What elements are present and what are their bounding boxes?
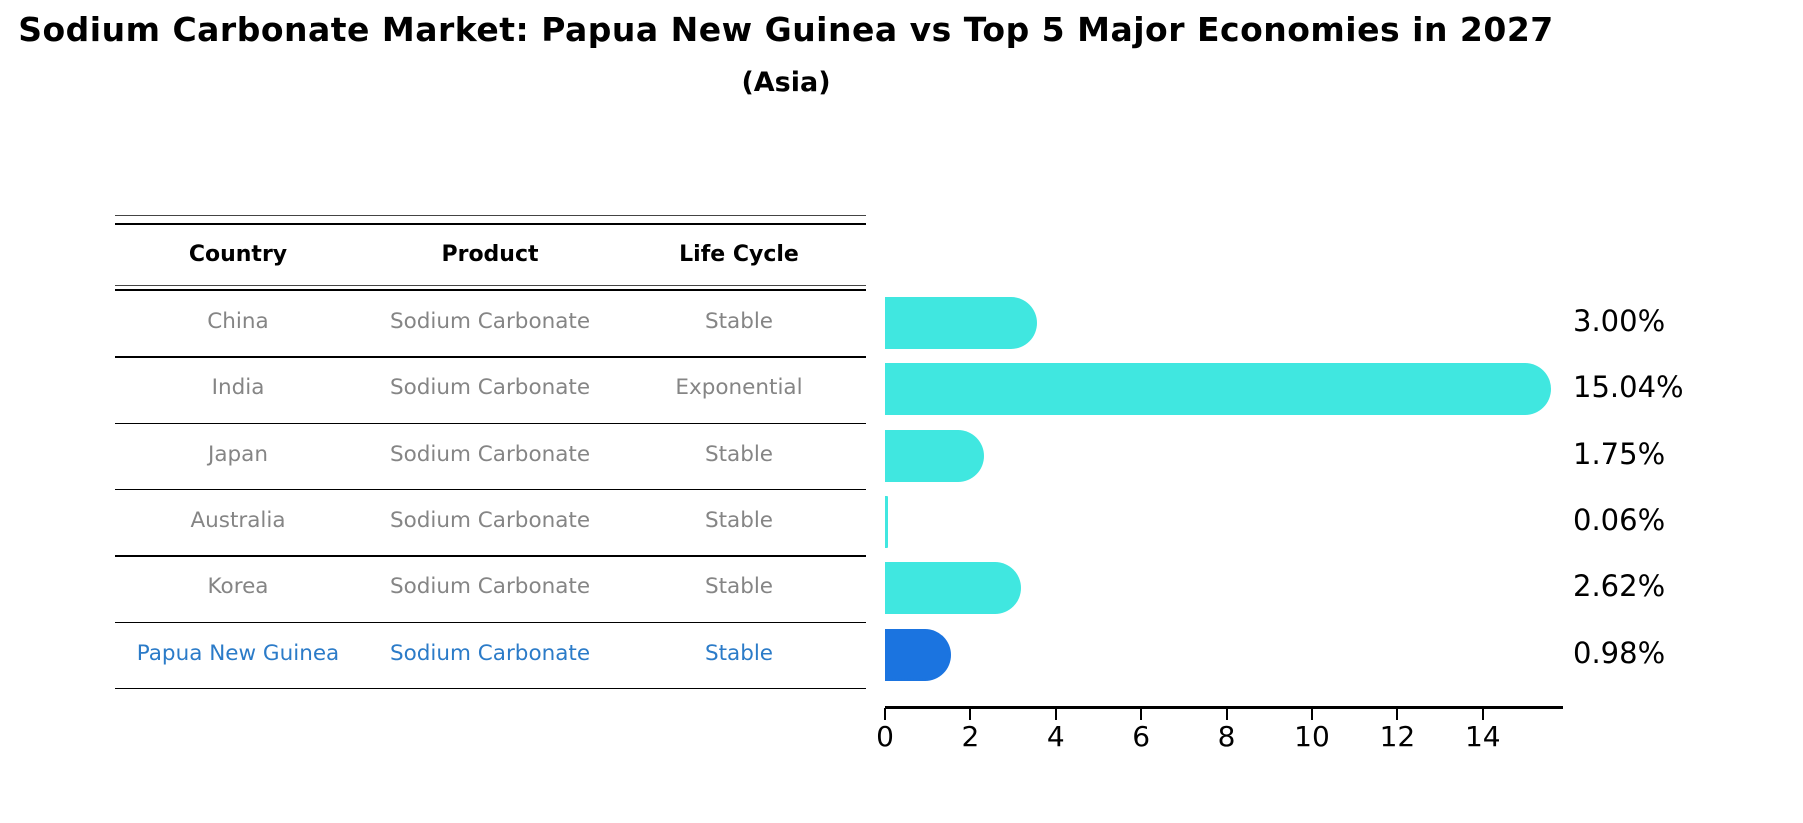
bar-value-label: 0.98%: [1573, 635, 1666, 670]
table-row-rule: [115, 687, 866, 690]
table-cell-life-cycle: Stable: [704, 508, 774, 534]
table-cell-product: Sodium Carbonate: [389, 309, 591, 335]
x-axis-tick-label: 12: [1379, 720, 1416, 753]
chart-subtitle: (Asia): [741, 67, 831, 98]
table-cell-life-cycle: Stable: [704, 640, 774, 666]
table-cell-country: Japan: [208, 441, 268, 467]
bar-papua-new-guinea: [885, 628, 951, 681]
table-cell-product: Sodium Carbonate: [389, 574, 591, 600]
x-axis-tick-label: 10: [1294, 720, 1330, 753]
bar-value-label: 3.00%: [1573, 304, 1666, 339]
chart-title: Sodium Carbonate Market: Papua New Guine…: [18, 10, 1554, 49]
table-top-rule: [115, 222, 866, 225]
table-row-rule: [115, 621, 866, 624]
x-axis-tick-label: 0: [876, 720, 894, 753]
bar-china: [885, 297, 1038, 350]
table-row-rule: [115, 488, 866, 491]
x-axis-tick: [1311, 708, 1313, 720]
x-axis-line: [885, 706, 1563, 709]
table-cell-product: Sodium Carbonate: [389, 508, 591, 534]
table-cell-life-cycle: Stable: [704, 441, 774, 467]
table-header-life-cycle: Life Cycle: [679, 242, 799, 267]
x-axis-tick: [1225, 708, 1228, 720]
bar-india: [885, 363, 1552, 416]
table-cell-product: Sodium Carbonate: [389, 375, 591, 401]
x-axis-tick-label: 6: [1132, 720, 1151, 753]
table-cell-country: India: [211, 375, 265, 401]
x-axis-tick: [1396, 708, 1399, 720]
table-cell-life-cycle: Stable: [704, 309, 774, 335]
table-cell-country: Papua New Guinea: [136, 640, 340, 666]
table-header-rule: [115, 288, 866, 291]
x-axis-tick-label: 8: [1217, 720, 1236, 753]
table-header-product: Product: [441, 242, 539, 267]
bar-value-label: 1.75%: [1573, 436, 1666, 471]
x-axis-tick: [1481, 708, 1484, 720]
x-axis-tick-label: 2: [961, 720, 980, 753]
table-row-rule: [115, 356, 866, 358]
table-cell-life-cycle: Exponential: [675, 375, 803, 401]
table-header-rule-thin: [115, 284, 866, 286]
table-cell-life-cycle: Stable: [704, 574, 774, 600]
table-cell-product: Sodium Carbonate: [389, 441, 591, 467]
bar-value-label: 15.04%: [1573, 370, 1684, 405]
table-header-country: Country: [188, 242, 288, 267]
x-axis-tick-label: 4: [1046, 720, 1065, 753]
table-cell-country: Australia: [190, 508, 286, 534]
x-axis-tick: [884, 708, 886, 720]
table-top-rule-thin: [115, 215, 866, 216]
bar-korea: [885, 562, 1021, 615]
bar-japan: [885, 429, 984, 482]
table-cell-country: Korea: [207, 574, 269, 600]
bar-australia: [885, 496, 888, 549]
bar-value-label: 0.06%: [1573, 503, 1666, 538]
table-row-rule: [115, 555, 866, 557]
bar-value-label: 2.62%: [1573, 569, 1666, 604]
x-axis-tick: [969, 708, 972, 720]
x-axis-tick: [1140, 708, 1143, 720]
table-cell-product: Sodium Carbonate: [389, 640, 591, 666]
x-axis-tick: [1054, 708, 1057, 720]
table-cell-country: China: [207, 309, 269, 335]
x-axis-tick-label: 14: [1464, 720, 1501, 753]
title-block: Sodium Carbonate Market: Papua New Guine…: [0, 0, 1572, 98]
table-row-rule: [115, 422, 866, 425]
